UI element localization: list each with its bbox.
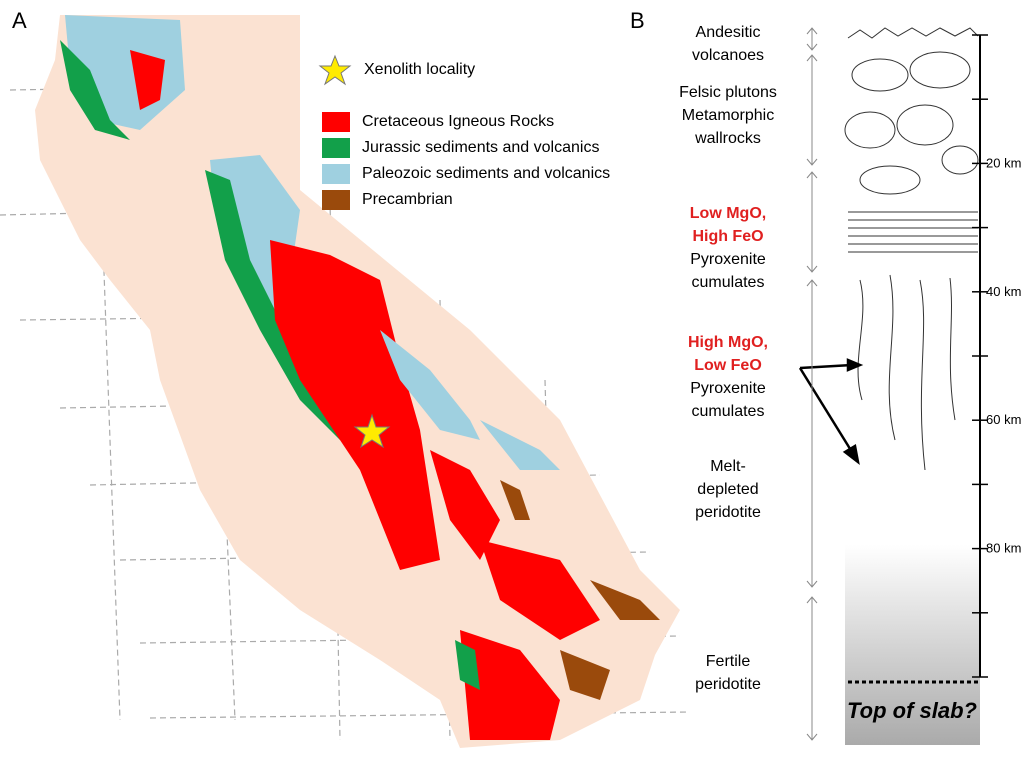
zone-label: Melt- [710,458,746,475]
legend-swatch [322,112,350,132]
legend-swatch [322,164,350,184]
zone-label: Fertile [706,653,751,670]
depth-label: 60 km [986,412,1021,427]
legend-swatch [322,138,350,158]
zone-label: cumulates [692,274,765,291]
zone-highlight: High MgO, [688,334,768,351]
zone-label: depleted [697,481,758,498]
legend-text: Cretaceous Igneous Rocks [362,113,554,130]
zone-label: cumulates [692,403,765,420]
zone-label: Andesitic [696,24,761,41]
legend-star [320,56,350,84]
zone-label: Pyroxenite [690,251,766,268]
zone-label: Pyroxenite [690,380,766,397]
zone-label: volcanoes [692,47,764,64]
zone-highlight: Low MgO, [690,205,766,222]
panel-label: B [630,8,645,33]
legend-text: Jurassic sediments and volcanics [362,139,599,156]
legend-text: Paleozoic sediments and volcanics [362,165,610,182]
zone-label: Felsic plutons [679,84,777,101]
zone-label: peridotite [695,676,761,693]
slab-label: Top of slab? [847,698,977,723]
figure: A Xenolith locality Cretaceous Igneous R… [0,0,1036,761]
zone-label: peridotite [695,504,761,521]
panel-label: A [12,8,27,33]
depth-label: 40 km [986,284,1021,299]
legend-text: Xenolith locality [364,61,475,78]
depth-label: 80 km [986,541,1021,556]
lithosphere-column [845,30,980,745]
legend-swatch [322,190,350,210]
zone-highlight: High FeO [692,228,763,245]
depth-label: 20 km [986,155,1021,170]
zone-label: Metamorphic [682,107,774,124]
zone-highlight: Low FeO [694,357,762,374]
legend: Cretaceous Igneous Rocks Jurassic sedimen… [322,112,610,210]
zone-label: wallrocks [694,130,761,147]
legend-text: Precambrian [362,191,453,208]
